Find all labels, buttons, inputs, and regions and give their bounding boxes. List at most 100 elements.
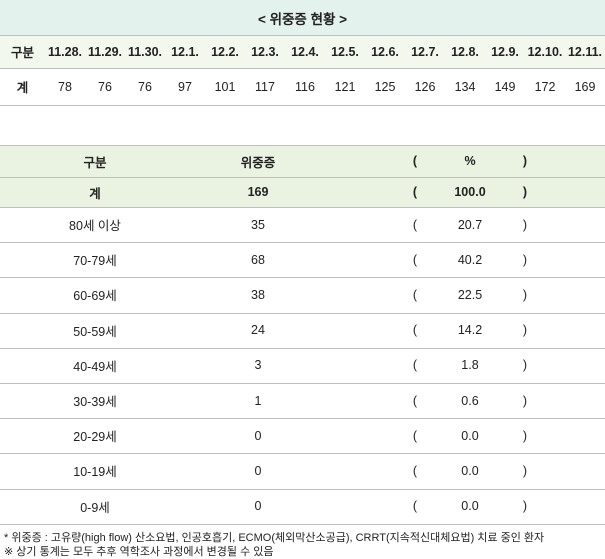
table-cell: 169 [247,185,269,199]
table-cell: 20.7 [457,217,483,232]
table-cell: 97 [178,79,192,94]
title: < 위중증 현황 > [257,11,348,27]
rule [0,348,605,349]
table-cell: 169 [574,79,596,94]
header-cell: 위중증 [240,155,276,170]
rule [0,277,605,278]
header-cell: 12.4. [291,44,319,59]
rule [0,453,605,454]
table-cell: 0-9세 [80,500,110,515]
header-cell: 11.28. [47,44,83,59]
table-cell: ) [522,393,528,408]
rule [0,489,605,490]
table-cell: 134 [454,79,476,94]
table-cell: 125 [374,79,396,94]
table-cell: 14.2 [457,323,483,338]
table-cell: 117 [255,79,275,94]
table-cell: 0.0 [461,428,479,443]
table-cell: 3 [254,358,262,373]
header-cell: 11.30. [127,44,163,59]
rule [0,177,605,178]
footnote: ※ 상기 통계는 모두 추후 역학조사 과정에서 변경될 수 있음 [4,546,274,558]
table-cell: 78 [58,79,72,94]
table-cell: 계 [89,186,101,201]
table-cell: 0.0 [461,463,479,478]
table-cell: ) [522,499,528,514]
table-cell: 30-39세 [73,395,117,410]
rule [0,105,605,106]
table-cell: 126 [414,79,436,94]
header-cell: 12.6. [371,44,399,59]
table-cell: ( [412,358,418,373]
table-cell: 0 [254,428,262,443]
rule [0,242,605,243]
table-cell: ) [522,217,528,232]
table-cell: ( [412,217,418,232]
table-cell: 20-29세 [73,430,117,445]
table1-header-bg [0,35,605,68]
header-cell: 12.10. [527,44,563,59]
table-cell: 1 [254,393,262,408]
rule [0,524,605,525]
header-cell: 12.3. [251,44,279,59]
table-cell: 40.2 [457,252,483,267]
table-cell: 0 [254,499,262,514]
header-cell: ) [522,154,528,168]
rule [0,418,605,419]
header-cell: 구분 [10,46,34,60]
table-cell: 24 [251,323,265,338]
table-cell: 35 [251,217,265,232]
table-cell: ) [522,428,528,443]
header-cell: 12.2. [211,44,239,59]
rule [0,35,605,36]
table-cell: 0.6 [461,393,479,408]
table-cell: 70-79세 [73,254,117,269]
table-cell: ) [522,252,528,267]
footnote: * 위중증 : 고유량(high flow) 산소요법, 인공호흡기, ECMO… [4,532,545,544]
table-cell: 121 [334,79,356,94]
table-cell: ( [412,463,418,478]
table-cell: 80세 이상 [69,219,121,234]
table-cell: ) [522,185,528,199]
rule [0,68,605,69]
header-cell: 12.1. [171,44,199,59]
rule [0,145,605,146]
table-cell: 50-59세 [73,324,117,339]
table-cell: ( [412,287,418,302]
header-cell: 12.9. [491,44,519,59]
table-cell: ( [412,499,418,514]
table-cell: ) [522,323,528,338]
header-cell: 12.7. [411,44,439,59]
table-cell: 40-49세 [73,359,117,374]
table-cell: 0 [254,463,262,478]
rule [0,207,605,208]
table-cell: ( [412,393,418,408]
header-cell: 12.11. [567,44,603,59]
table-cell: 10-19세 [73,465,117,480]
table-cell: ( [412,252,418,267]
table-cell: 116 [295,79,315,94]
table-cell: ) [522,358,528,373]
table-cell: 76 [138,79,152,94]
table-cell: 22.5 [457,287,483,302]
table-cell: 100.0 [454,185,486,199]
table-cell: ) [522,287,528,302]
table-cell: ( [412,428,418,443]
table-cell: 149 [494,79,516,94]
rule [0,313,605,314]
header-cell: 12.5. [331,44,359,59]
table-cell: 68 [251,252,265,267]
header-cell: % [464,154,476,168]
header-cell: 11.29. [87,44,123,59]
table-cell: 60-69세 [73,289,117,304]
title-band [0,0,605,35]
table-cell: 38 [251,287,265,302]
table-cell: ( [412,185,418,199]
table-cell: 1.8 [461,358,479,373]
header-cell: 12.8. [451,44,479,59]
table-cell: 계 [16,81,29,95]
table-cell: 101 [214,79,236,94]
header-cell: ( [412,154,418,168]
table-cell: ) [522,463,528,478]
